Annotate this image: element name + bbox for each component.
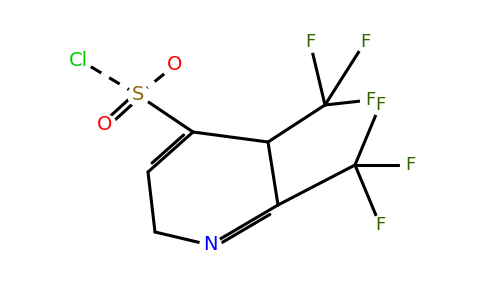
- Text: O: O: [167, 56, 182, 74]
- Text: F: F: [365, 91, 375, 109]
- Text: F: F: [305, 33, 315, 51]
- Text: F: F: [375, 216, 385, 234]
- Text: N: N: [203, 236, 217, 254]
- Text: S: S: [132, 85, 144, 104]
- Text: Cl: Cl: [68, 50, 88, 70]
- Text: F: F: [405, 156, 415, 174]
- Text: F: F: [375, 96, 385, 114]
- Text: F: F: [360, 33, 370, 51]
- Text: O: O: [97, 116, 113, 134]
